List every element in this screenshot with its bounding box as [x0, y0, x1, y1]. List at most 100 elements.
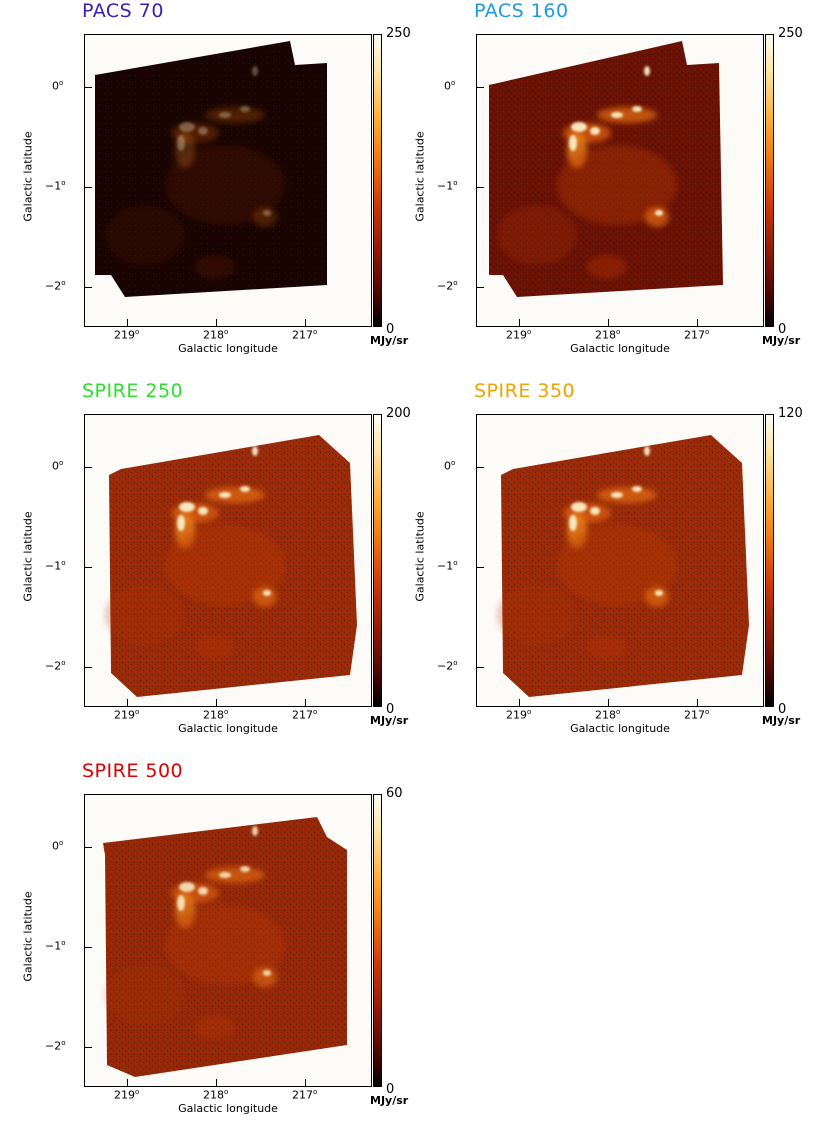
x-axis-title: Galactic longitude: [178, 722, 278, 735]
map-frame: [476, 414, 764, 707]
tick-label-value: 218: [203, 1088, 224, 1102]
colorbar-unit: MJy/sr: [370, 1094, 409, 1107]
panel-title: SPIRE 500: [82, 760, 184, 782]
x-tick-label: 218o: [595, 708, 620, 722]
degree-symbol: o: [224, 328, 229, 336]
y-tick: [476, 287, 484, 288]
y-axis-title: Galactic latitude: [413, 511, 427, 602]
y-tick: [476, 667, 484, 668]
degree-symbol: o: [705, 328, 710, 336]
colorbar-unit: MJy/sr: [762, 334, 801, 347]
tick-label-value: −1: [437, 559, 454, 573]
degree-symbol: o: [313, 708, 318, 716]
y-tick-label: 0o: [444, 459, 455, 473]
x-tick: [697, 319, 698, 327]
x-tick: [216, 699, 217, 707]
y-tick-label: −2o: [45, 659, 66, 673]
colorbar-min-label: 0: [386, 1082, 395, 1097]
map-panel-3: SPIRE 250 0o −1o −2o 219o 218o 217o Galactic l…: [0, 380, 411, 760]
tick-label-value: 217: [684, 708, 705, 722]
degree-symbol: o: [61, 659, 66, 667]
x-tick: [216, 1079, 217, 1087]
x-tick-label: 218o: [203, 1088, 228, 1102]
y-tick-label: −2o: [45, 279, 66, 293]
tick-label-value: 218: [595, 708, 616, 722]
y-tick-label: −1o: [437, 559, 458, 573]
y-tick-label: 0o: [444, 79, 455, 93]
x-tick: [127, 699, 128, 707]
tick-label-value: 217: [292, 708, 313, 722]
colorbar-min-label: 0: [778, 702, 787, 717]
y-tick-label: −2o: [437, 659, 458, 673]
degree-symbol: o: [224, 1088, 229, 1096]
y-tick-label: 0o: [52, 79, 63, 93]
degree-symbol: o: [61, 939, 66, 947]
y-tick-label: −1o: [45, 939, 66, 953]
degree-symbol: o: [453, 559, 458, 567]
degree-symbol: o: [453, 659, 458, 667]
panel-title: PACS 70: [82, 0, 164, 22]
emission-structures: [497, 487, 677, 659]
y-tick: [84, 467, 92, 468]
emission-structures: [105, 867, 285, 1039]
y-tick-label: 0o: [52, 459, 63, 473]
map-panel-2: PACS 160 0o −1o −2o 219o 218o 217o Galactic lo…: [392, 0, 803, 380]
tick-label-value: −1: [45, 939, 62, 953]
degree-symbol: o: [616, 708, 621, 716]
colorbar-max-label: 60: [386, 786, 403, 801]
y-axis-title: Galactic latitude: [21, 511, 35, 602]
intensity-map: [95, 41, 327, 297]
tick-label-value: 218: [203, 328, 224, 342]
intensity-map: [489, 41, 723, 297]
tick-label-value: −1: [45, 179, 62, 193]
degree-symbol: o: [705, 708, 710, 716]
y-tick: [476, 567, 484, 568]
y-tick: [84, 847, 92, 848]
map-frame: [84, 34, 372, 327]
colorbar-unit: MJy/sr: [370, 714, 409, 727]
y-tick: [84, 187, 92, 188]
colorbar: [765, 414, 774, 707]
bright-cores: [177, 826, 271, 976]
y-tick-label: −2o: [437, 279, 458, 293]
colorbar-max-label: 250: [778, 26, 803, 41]
tick-label-value: −2: [45, 1039, 62, 1053]
x-axis-title: Galactic longitude: [178, 342, 278, 355]
x-axis-title: Galactic longitude: [570, 342, 670, 355]
x-tick-label: 218o: [203, 328, 228, 342]
x-tick: [305, 699, 306, 707]
colorbar-max-label: 200: [386, 406, 411, 421]
tick-label-value: 0: [52, 79, 59, 93]
colorbar-unit: MJy/sr: [762, 714, 801, 727]
y-tick: [84, 567, 92, 568]
degree-symbol: o: [61, 179, 66, 187]
x-tick-label: 217o: [292, 1088, 317, 1102]
x-tick-label: 217o: [292, 328, 317, 342]
y-tick: [84, 947, 92, 948]
tick-label-value: −2: [437, 279, 454, 293]
degree-symbol: o: [59, 839, 64, 847]
x-tick-label: 219o: [506, 708, 531, 722]
bright-cores: [177, 446, 271, 596]
x-tick: [305, 1079, 306, 1087]
x-tick: [305, 319, 306, 327]
tick-label-value: 217: [292, 328, 313, 342]
y-tick-label: −1o: [437, 179, 458, 193]
tick-label-value: 0: [52, 459, 59, 473]
emission-structures: [497, 107, 677, 279]
x-tick: [608, 699, 609, 707]
y-tick-label: −1o: [45, 559, 66, 573]
degree-symbol: o: [453, 179, 458, 187]
y-axis-title: Galactic latitude: [21, 131, 35, 222]
x-tick: [127, 319, 128, 327]
tick-label-value: 218: [203, 708, 224, 722]
tick-label-value: 0: [444, 79, 451, 93]
colorbar-min-label: 0: [386, 322, 395, 337]
panel-title: SPIRE 250: [82, 380, 184, 402]
x-tick: [519, 319, 520, 327]
emission-structures: [105, 107, 285, 279]
y-tick: [84, 87, 92, 88]
y-tick-label: −2o: [45, 1039, 66, 1053]
x-tick-label: 217o: [292, 708, 317, 722]
map-frame: [476, 34, 764, 327]
